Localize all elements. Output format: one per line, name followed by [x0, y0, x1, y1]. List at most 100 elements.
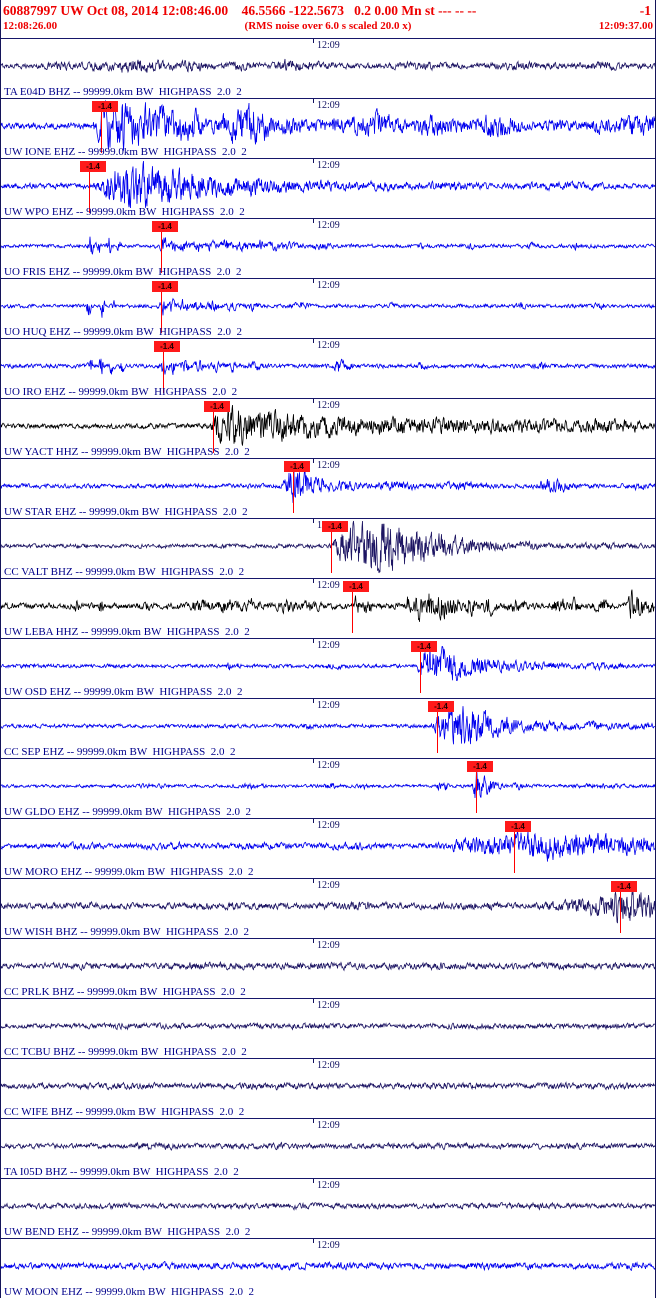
waveform-plot[interactable] — [1, 519, 655, 579]
phase-pick-flag[interactable]: -1.4 — [80, 161, 106, 172]
minute-tick-label: 12:09 — [317, 400, 340, 411]
phase-pick-line[interactable] — [161, 282, 162, 333]
minute-tick — [313, 219, 314, 223]
waveform-plot[interactable] — [1, 1179, 655, 1239]
minute-tick — [313, 519, 314, 523]
minute-tick — [313, 699, 314, 703]
minute-tick — [313, 639, 314, 643]
phase-pick-flag[interactable]: -1.4 — [343, 581, 369, 592]
window-start-time: 12:08:26.00 — [3, 20, 58, 32]
minute-tick — [313, 879, 314, 883]
minute-tick-label: 12:09 — [317, 580, 340, 591]
minute-tick-label: 12:09 — [317, 1060, 340, 1071]
station-label: UO HUQ EHZ -- 99999.0km BW HIGHPASS 2.0 … — [4, 326, 243, 338]
waveform-plot[interactable] — [1, 699, 655, 759]
waveform-plot[interactable] — [1, 639, 655, 699]
minute-tick — [313, 459, 314, 463]
waveform-plot[interactable] — [1, 159, 655, 219]
phase-pick-line[interactable] — [101, 102, 102, 153]
trace-row-prlk: 12:09 CC PRLK BHZ -- 99999.0km BW HIGHPAS… — [1, 938, 655, 998]
phase-pick-line[interactable] — [293, 462, 294, 513]
phase-pick-line[interactable] — [620, 882, 621, 933]
waveform-plot[interactable] — [1, 459, 655, 519]
waveform-plot[interactable] — [1, 579, 655, 639]
waveform-plot[interactable] — [1, 759, 655, 819]
trace-row-yact: 12:09 -1.4 UW YACT HHZ -- 99999.0km BW HIG… — [1, 398, 655, 458]
phase-pick-line[interactable] — [352, 582, 353, 633]
trace-row-star: 12:09 -1.4 UW STAR EHZ -- 99999.0km BW HIG… — [1, 458, 655, 518]
phase-pick-line[interactable] — [161, 222, 162, 273]
waveform-plot[interactable] — [1, 1059, 655, 1119]
waveform-plot[interactable] — [1, 39, 655, 99]
station-label: UW BEND EHZ -- 99999.0km BW HIGHPASS 2.0… — [4, 1226, 251, 1238]
minute-tick — [313, 159, 314, 163]
minute-tick — [313, 579, 314, 583]
trace-row-bend: 12:09 UW BEND EHZ -- 99999.0km BW HIGHPAS… — [1, 1178, 655, 1238]
phase-pick-flag[interactable]: -1.4 — [467, 761, 493, 772]
minute-tick-label: 12:09 — [317, 340, 340, 351]
station-label: CC PRLK BHZ -- 99999.0km BW HIGHPASS 2.0… — [4, 986, 246, 998]
minute-tick-label: 12:09 — [317, 1000, 340, 1011]
phase-pick-flag[interactable]: -1.4 — [428, 701, 454, 712]
phase-pick-line[interactable] — [213, 402, 214, 453]
minute-tick — [313, 819, 314, 823]
phase-pick-flag[interactable]: -1.4 — [152, 221, 178, 232]
phase-pick-flag[interactable]: -1.4 — [152, 281, 178, 292]
waveform-plot[interactable] — [1, 939, 655, 999]
minute-tick-label: 12:09 — [317, 160, 340, 171]
minute-tick-label: 12:09 — [317, 700, 340, 711]
station-label: UW WPO EHZ -- 99999.0km BW HIGHPASS 2.0 … — [4, 206, 245, 218]
trace-row-gldo: 12:09 -1.4 UW GLDO EHZ -- 99999.0km BW HIG… — [1, 758, 655, 818]
waveform-plot[interactable] — [1, 819, 655, 879]
phase-pick-flag[interactable]: -1.4 — [284, 461, 310, 472]
phase-pick-line[interactable] — [331, 522, 332, 573]
phase-pick-line[interactable] — [89, 162, 90, 213]
minute-tick-label: 12:09 — [317, 640, 340, 651]
minute-tick — [313, 1179, 314, 1183]
phase-pick-flag[interactable]: -1.4 — [204, 401, 230, 412]
minute-tick — [313, 279, 314, 283]
minute-tick — [313, 399, 314, 403]
phase-pick-flag[interactable]: -1.4 — [611, 881, 637, 892]
minute-tick — [313, 99, 314, 103]
minute-tick-label: 12:09 — [317, 820, 340, 831]
waveform-plot[interactable] — [1, 879, 655, 939]
phase-pick-flag[interactable]: -1.4 — [505, 821, 531, 832]
trace-row-wish: 12:09 -1.4 UW WISH BHZ -- 99999.0km BW HIG… — [1, 878, 655, 938]
waveform-plot[interactable] — [1, 399, 655, 459]
phase-pick-line[interactable] — [420, 642, 421, 693]
waveform-plot[interactable] — [1, 99, 655, 159]
trace-row-e04d: 12:09 TA E04D BHZ -- 99999.0km BW HIGHPAS… — [1, 38, 655, 98]
phase-pick-line[interactable] — [476, 762, 477, 813]
station-label: UW STAR EHZ -- 99999.0km BW HIGHPASS 2.0… — [4, 506, 248, 518]
phase-pick-line[interactable] — [163, 342, 164, 393]
phase-pick-flag[interactable]: -1.4 — [154, 341, 180, 352]
trace-list: 12:09 TA E04D BHZ -- 99999.0km BW HIGHPAS… — [1, 38, 655, 1298]
waveform-plot[interactable] — [1, 339, 655, 399]
phase-pick-flag[interactable]: -1.4 — [92, 101, 118, 112]
trace-row-iro: 12:09 -1.4 UO IRO EHZ -- 99999.0km BW HIGH… — [1, 338, 655, 398]
minute-tick — [313, 1119, 314, 1123]
phase-pick-flag[interactable]: -1.4 — [322, 521, 348, 532]
time-window-line: 12:08:26.00 (RMS noise over 6.0 s scaled… — [1, 19, 655, 33]
minute-tick — [313, 39, 314, 43]
waveform-plot[interactable] — [1, 1239, 655, 1298]
station-label: UW YACT HHZ -- 99999.0km BW HIGHPASS 2.0… — [4, 446, 250, 458]
waveform-plot[interactable] — [1, 279, 655, 339]
minute-tick-label: 12:09 — [317, 220, 340, 231]
station-label: UW MOON EHZ -- 99999.0km BW HIGHPASS 2.0… — [4, 1286, 255, 1298]
waveform-plot[interactable] — [1, 219, 655, 279]
event-summary-line: 60887997 UW Oct 08, 2014 12:08:46.00 46.… — [1, 0, 655, 19]
minute-tick-label: 12:09 — [317, 940, 340, 951]
waveform-plot[interactable] — [1, 1119, 655, 1179]
phase-pick-flag[interactable]: -1.4 — [411, 641, 437, 652]
phase-pick-line[interactable] — [514, 822, 515, 873]
station-label: TA E04D BHZ -- 99999.0km BW HIGHPASS 2.0… — [4, 86, 242, 98]
station-label: UO FRIS EHZ -- 99999.0km BW HIGHPASS 2.0… — [4, 266, 242, 278]
waveform-plot[interactable] — [1, 999, 655, 1059]
trace-row-fris: 12:09 -1.4 UO FRIS EHZ -- 99999.0km BW HIG… — [1, 218, 655, 278]
event-header: 60887997 UW Oct 08, 2014 12:08:46.00 46.… — [1, 0, 655, 38]
phase-pick-line[interactable] — [437, 702, 438, 753]
trace-row-leba: 12:09 -1.4 UW LEBA HHZ -- 99999.0km BW HIG… — [1, 578, 655, 638]
